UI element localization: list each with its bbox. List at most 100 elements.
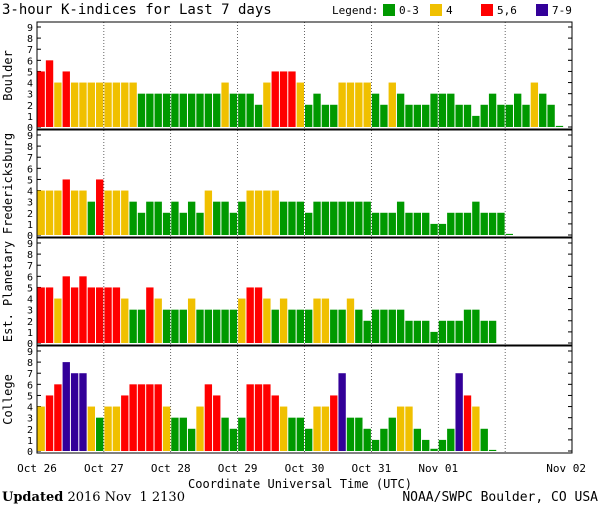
k-bar xyxy=(204,384,213,451)
k-bar xyxy=(196,93,204,127)
k-bar xyxy=(472,309,480,343)
k-bar xyxy=(271,71,279,127)
y-tick-label: 9 xyxy=(27,23,33,34)
k-bar xyxy=(79,190,87,235)
k-bar xyxy=(254,384,263,451)
k-bar xyxy=(154,384,162,451)
k-bar xyxy=(296,417,304,451)
k-bar xyxy=(463,212,472,235)
k-bar xyxy=(129,309,137,343)
k-bar xyxy=(488,449,497,451)
k-bar xyxy=(371,439,380,451)
k-bar xyxy=(305,309,313,343)
k-bar xyxy=(229,309,238,343)
k-bar xyxy=(37,287,45,343)
day-label: Oct 29 xyxy=(218,462,258,475)
k-bar xyxy=(413,320,422,343)
k-bar xyxy=(313,93,321,127)
k-bar xyxy=(296,82,304,127)
k-bar xyxy=(338,201,346,235)
k-bar xyxy=(162,309,171,343)
k-bar xyxy=(388,417,396,451)
k-bar xyxy=(254,104,263,127)
y-tick-label: 4 xyxy=(27,295,33,306)
legend-label: 4 xyxy=(446,4,453,17)
k-bar xyxy=(313,201,321,235)
k-bar xyxy=(171,417,179,451)
day-label: Oct 30 xyxy=(285,462,325,475)
k-bar xyxy=(422,104,430,127)
k-bar xyxy=(321,406,330,451)
k-bar xyxy=(279,201,288,235)
k-bar xyxy=(463,104,472,127)
k-bar xyxy=(380,212,388,235)
y-tick-label: 7 xyxy=(27,369,33,380)
legend: Legend: 0-3 4 5,6 7-9 xyxy=(332,4,572,17)
k-bar xyxy=(321,104,330,127)
k-bar xyxy=(447,320,455,343)
y-tick-label: 0 xyxy=(27,231,33,242)
k-bar xyxy=(238,417,246,451)
k-bar xyxy=(472,115,480,127)
k-bar xyxy=(488,320,497,343)
k-bar xyxy=(438,320,447,343)
k-bar xyxy=(396,201,405,235)
k-bar xyxy=(204,190,213,235)
y-tick-label: 8 xyxy=(27,34,33,45)
k-bar xyxy=(112,406,121,451)
legend-swatch xyxy=(536,4,548,16)
k-bar xyxy=(463,309,472,343)
y-tick-label: 0 xyxy=(27,447,33,458)
k-bar xyxy=(405,104,413,127)
k-bar xyxy=(279,406,288,451)
k-bar xyxy=(346,201,355,235)
k-bar xyxy=(455,104,463,127)
k-bar xyxy=(54,384,62,451)
y-tick-label: 2 xyxy=(27,425,33,436)
k-bar xyxy=(79,373,87,451)
k-bar xyxy=(463,395,472,451)
y-tick-label: 5 xyxy=(27,283,33,294)
day-label: Oct 26 xyxy=(17,462,57,475)
k-bar xyxy=(254,287,263,343)
k-bar xyxy=(45,60,54,128)
y-tick-label: 6 xyxy=(27,164,33,175)
k-bar xyxy=(296,201,304,235)
k-bar xyxy=(196,406,204,451)
k-bar xyxy=(438,439,447,451)
k-bar xyxy=(371,309,380,343)
k-bar xyxy=(121,395,129,451)
k-bar xyxy=(62,276,70,343)
k-bar xyxy=(388,212,396,235)
k-bar xyxy=(104,82,112,127)
k-bar xyxy=(171,201,179,235)
k-bar xyxy=(104,406,112,451)
panel-label: Fredericksburg xyxy=(1,133,15,234)
panel-label: Est. Planetary xyxy=(1,241,15,342)
k-bar xyxy=(112,190,121,235)
legend-swatch xyxy=(430,4,442,16)
y-tick-label: 8 xyxy=(27,142,33,153)
y-tick-label: 6 xyxy=(27,56,33,67)
k-bar xyxy=(413,212,422,235)
y-tick-label: 2 xyxy=(27,209,33,220)
k-bar xyxy=(87,406,96,451)
k-bar xyxy=(472,406,480,451)
k-bar xyxy=(221,309,229,343)
k-bar xyxy=(263,190,271,235)
y-tick-label: 1 xyxy=(27,220,33,231)
k-bar xyxy=(179,93,187,127)
k-bar xyxy=(413,104,422,127)
y-tick-label: 5 xyxy=(27,391,33,402)
k-bar xyxy=(346,82,355,127)
k-bar xyxy=(363,201,371,235)
k-bar xyxy=(505,104,513,127)
k-bar xyxy=(505,233,513,235)
k-bar xyxy=(62,362,70,451)
k-bar xyxy=(45,395,54,451)
k-bar xyxy=(388,82,396,127)
k-bar xyxy=(513,93,522,127)
k-bar xyxy=(279,71,288,127)
